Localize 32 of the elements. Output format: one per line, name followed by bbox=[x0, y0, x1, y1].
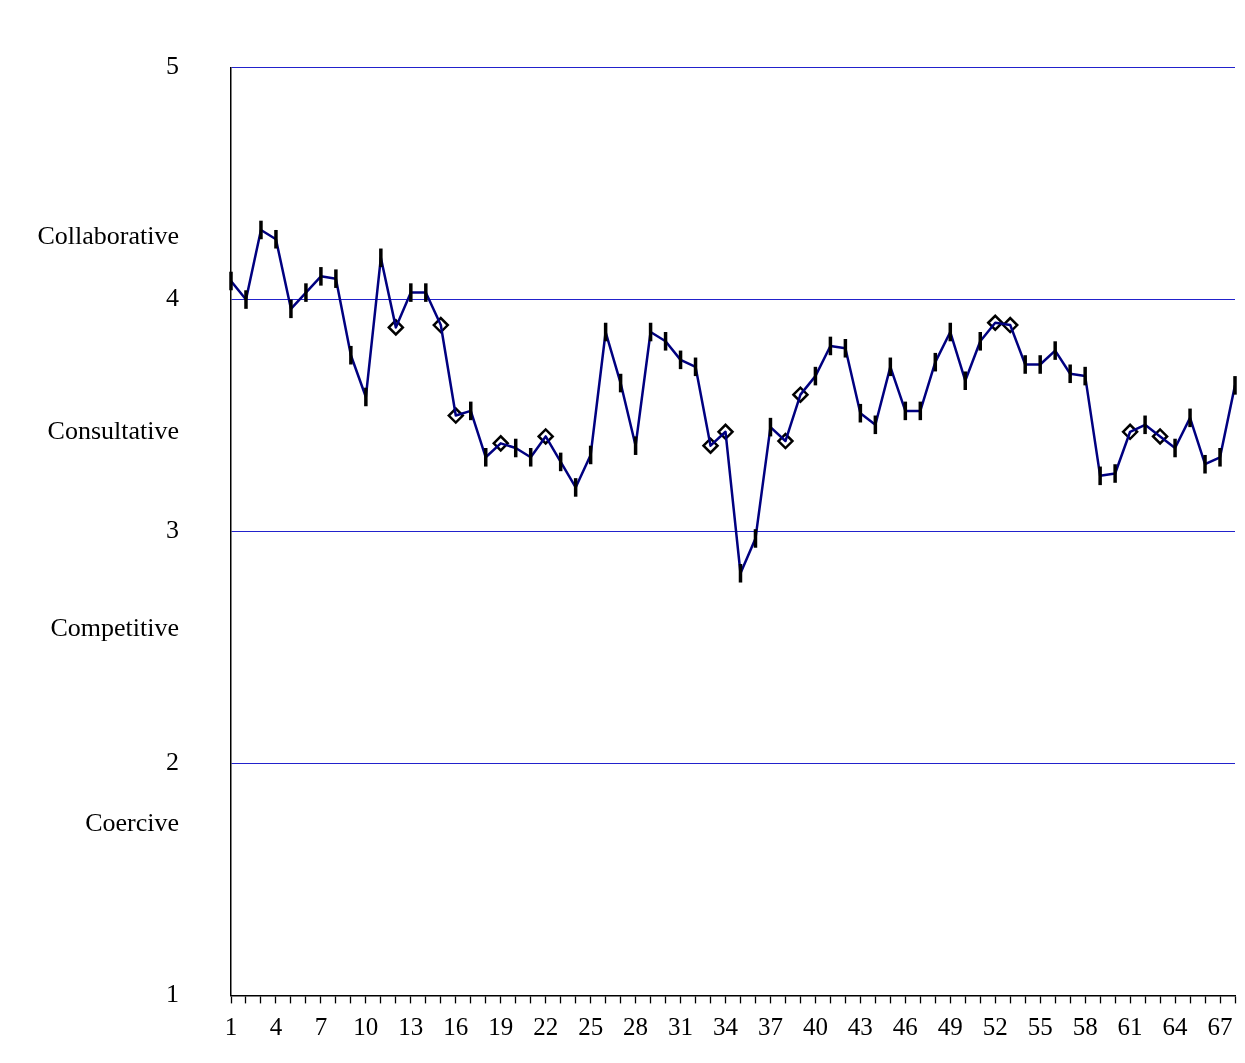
x-tick-label: 10 bbox=[353, 1012, 379, 1040]
x-tick-label: 22 bbox=[533, 1012, 559, 1040]
x-tick-label: 13 bbox=[398, 1012, 424, 1040]
x-tick-label: 19 bbox=[488, 1012, 514, 1040]
x-tick-label: 61 bbox=[1117, 1012, 1143, 1040]
x-tick-label: 25 bbox=[578, 1012, 604, 1040]
y-tick-label: 4 bbox=[166, 283, 179, 313]
x-tick-label: 37 bbox=[757, 1012, 783, 1040]
x-tick-label: 4 bbox=[269, 1012, 283, 1040]
y-tick-label: Collaborative bbox=[37, 220, 179, 250]
x-tick-label: 16 bbox=[443, 1012, 469, 1040]
y-tick-label: Competitive bbox=[50, 612, 179, 642]
x-tick-label: 46 bbox=[892, 1012, 918, 1040]
x-tick-label: 40 bbox=[802, 1012, 828, 1040]
x-tick-label: 34 bbox=[713, 1012, 739, 1040]
y-tick-label: 1 bbox=[166, 979, 179, 1009]
x-tick-label: 67 bbox=[1207, 1012, 1233, 1040]
y-tick-label: 2 bbox=[166, 747, 179, 777]
x-tick-label: 1 bbox=[224, 1012, 238, 1040]
x-tick-label: 49 bbox=[937, 1012, 963, 1040]
x-tick-label: 28 bbox=[623, 1012, 649, 1040]
x-tick-label: 55 bbox=[1027, 1012, 1053, 1040]
x-tick-label: 43 bbox=[847, 1012, 873, 1040]
y-tick-label: Coercive bbox=[85, 807, 179, 837]
x-tick-label: 64 bbox=[1162, 1012, 1189, 1040]
y-tick-label: 3 bbox=[166, 515, 179, 545]
x-tick-label: 31 bbox=[668, 1012, 694, 1040]
y-tick-label: Consultative bbox=[47, 415, 179, 445]
x-tick-label: 7 bbox=[314, 1012, 328, 1040]
x-tick-label: 58 bbox=[1072, 1012, 1098, 1040]
x-tick-label: 52 bbox=[982, 1012, 1008, 1040]
y-tick-label: 5 bbox=[166, 51, 179, 81]
